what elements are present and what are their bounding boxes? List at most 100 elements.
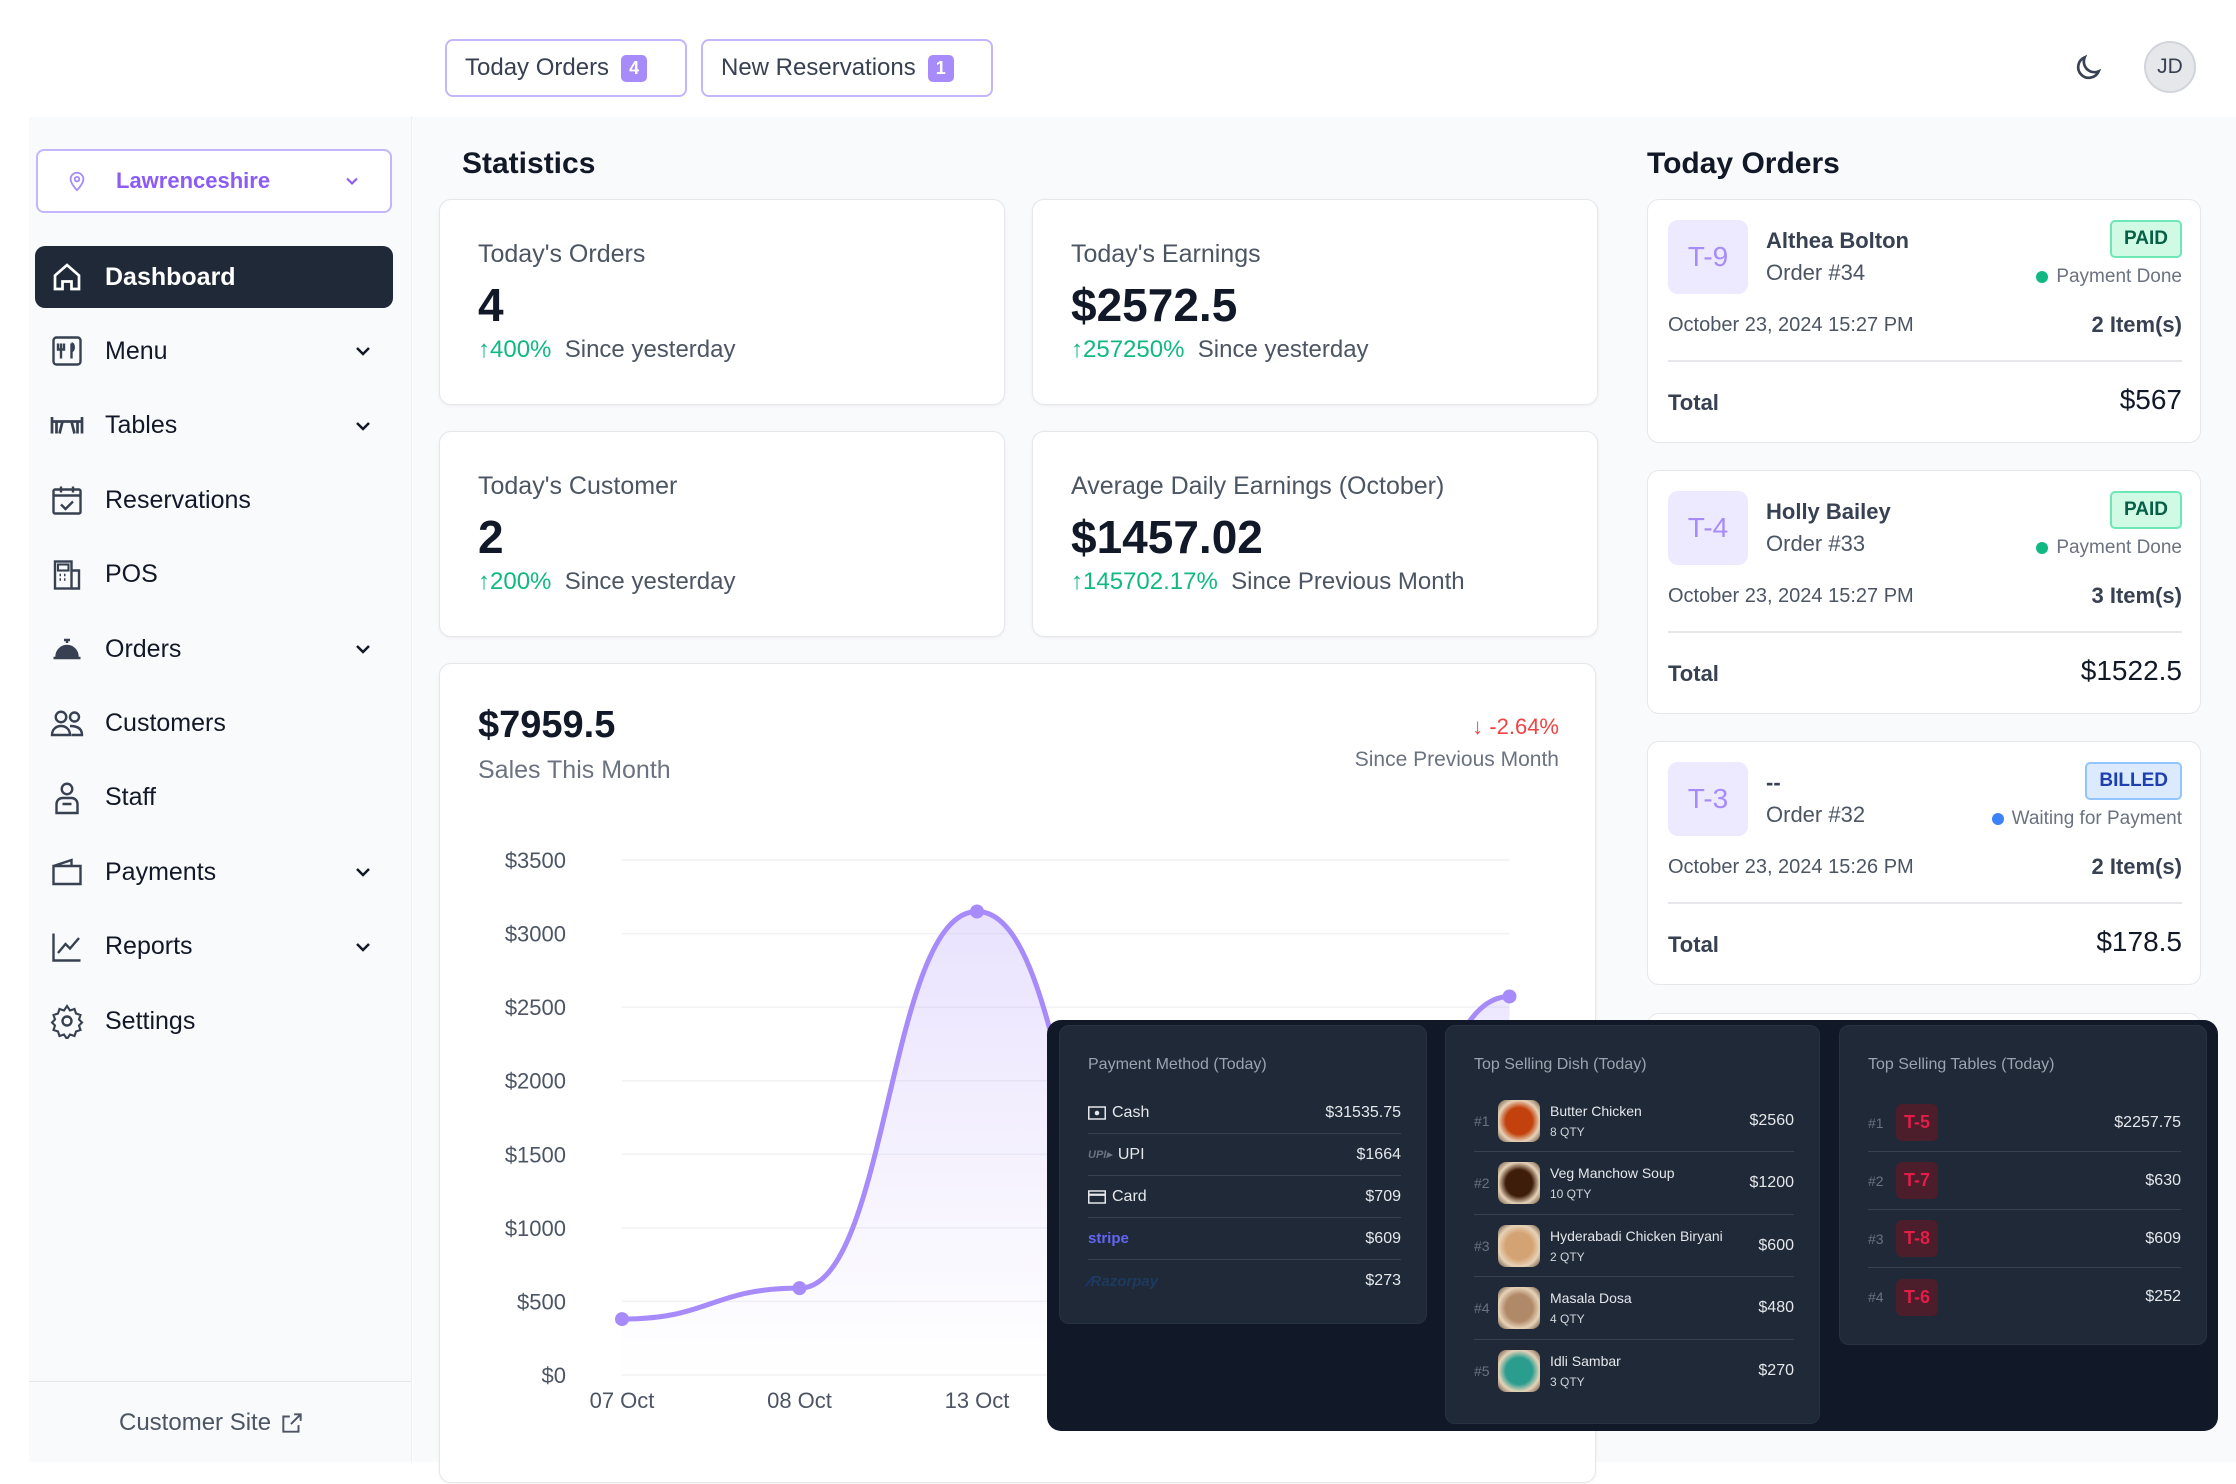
table-rank: #3 xyxy=(1868,1230,1884,1247)
payment-status: Payment Done xyxy=(2036,537,2182,559)
payment-amount: $273 xyxy=(1365,1272,1401,1289)
stat-value: $1457.02 xyxy=(1071,511,1263,563)
stat-value: 4 xyxy=(478,279,504,331)
table-amount: $630 xyxy=(2145,1171,2181,1189)
dish-rank: #2 xyxy=(1474,1175,1490,1191)
payment-method-row: stripe $609 xyxy=(1088,1218,1401,1260)
stat-since: Since yesterday xyxy=(564,568,736,595)
sidebar-item-dashboard[interactable]: Dashboard xyxy=(35,246,393,308)
payment-amount: $31535.75 xyxy=(1325,1103,1401,1121)
sidebar-item-settings[interactable]: Settings xyxy=(35,990,393,1052)
external-link-icon xyxy=(282,1413,302,1433)
calendar-check-icon xyxy=(52,486,82,515)
new-reservations-button[interactable]: New Reservations 1 xyxy=(701,39,993,97)
status-dot-icon xyxy=(1991,813,2004,825)
dish-amount: $480 xyxy=(1758,1299,1794,1316)
table-amount: $609 xyxy=(2145,1229,2181,1247)
table-row: #2 T-7 $630 xyxy=(1868,1152,2181,1210)
dish-image xyxy=(1498,1162,1540,1204)
new-reservations-count: 1 xyxy=(927,54,954,82)
payment-method-row: ⁄Razorpay $273 xyxy=(1088,1260,1401,1302)
status-badge: PAID xyxy=(2110,220,2182,258)
location-select[interactable]: Lawrenceshire xyxy=(36,149,392,213)
stat-value: $2572.5 xyxy=(1071,279,1238,331)
sidebar-item-orders[interactable]: Orders xyxy=(35,618,393,680)
chevron-down-icon xyxy=(356,421,370,431)
stat-since: Since Previous Month xyxy=(1231,568,1465,595)
chevron-down-icon xyxy=(356,347,370,357)
chevron-down-icon xyxy=(356,942,370,952)
y-tick-label: $1500 xyxy=(505,1142,566,1167)
new-reservations-label: New Reservations xyxy=(721,54,916,81)
item-count: 2 Item(s) xyxy=(2091,312,2182,337)
order-number: Order #33 xyxy=(1766,531,1866,556)
payment-method-label: UPI xyxy=(1117,1145,1145,1163)
dish-row: #1 Butter Chicken 8 QTY $2560 xyxy=(1474,1090,1794,1152)
sales-value: $7959.5 xyxy=(478,704,616,746)
sidebar-item-label: Settings xyxy=(105,1006,196,1035)
order-date: October 23, 2024 15:26 PM xyxy=(1668,856,1914,878)
sidebar-item-payments[interactable]: Payments xyxy=(35,841,393,903)
table-row: #4 T-6 $252 xyxy=(1868,1268,2181,1326)
payment-method-label: Cash xyxy=(1112,1103,1150,1121)
status-dot-icon xyxy=(2036,271,2049,283)
sidebar-item-label: Reservations xyxy=(105,485,251,514)
dish-row: #2 Veg Manchow Soup 10 QTY $1200 xyxy=(1474,1153,1794,1215)
y-tick-label: $3500 xyxy=(505,848,566,873)
table-rank: #4 xyxy=(1868,1289,1884,1305)
total-value: $1522.5 xyxy=(2080,655,2182,686)
summary-popup: Payment Method (Today) Cash $31535.75 UPI▸… xyxy=(1047,1020,2218,1431)
order-card[interactable]: T-3 -- Order #32 BILLED Waiting for Payment O… xyxy=(1647,741,2201,985)
dish-name: Butter Chicken xyxy=(1550,1102,1642,1119)
x-tick-label: 07 Oct xyxy=(590,1388,655,1413)
y-tick-label: $2500 xyxy=(505,995,566,1020)
stat-change-value: 200% xyxy=(490,568,552,595)
dish-row: #5 Idli Sambar 3 QTY $270 xyxy=(1474,1340,1794,1402)
table-amount: $2257.75 xyxy=(2114,1113,2181,1131)
customer-site-link[interactable]: Customer Site xyxy=(119,1409,305,1437)
divider xyxy=(1668,360,2182,362)
stat-change-value: 400% xyxy=(490,336,552,363)
dish-name: Idli Sambar xyxy=(1550,1353,1621,1369)
order-card[interactable]: T-9 Althea Bolton Order #34 PAID Payment Don… xyxy=(1647,199,2201,443)
table-rank: #1 xyxy=(1868,1114,1884,1131)
sidebar-item-customers[interactable]: Customers xyxy=(35,692,393,754)
table-amount: $252 xyxy=(2145,1288,2181,1305)
x-tick-label: 13 Oct xyxy=(945,1388,1010,1413)
sidebar-item-pos[interactable]: POS xyxy=(35,544,393,606)
total-label: Total xyxy=(1668,390,1719,415)
payment-method-row: UPI▸ UPI $1664 xyxy=(1088,1134,1401,1176)
sidebar-item-tables[interactable]: Tables xyxy=(35,395,393,457)
stat-card: Today's Orders 4 ↑400% Since yesterday xyxy=(439,199,1005,405)
sidebar-item-reservations[interactable]: Reservations xyxy=(35,469,393,531)
stat-since: Since yesterday xyxy=(564,336,736,363)
total-label: Total xyxy=(1668,661,1719,686)
order-card[interactable]: T-4 Holly Bailey Order #33 PAID Payment Done… xyxy=(1647,470,2201,714)
moon-icon[interactable] xyxy=(2072,52,2104,84)
data-point xyxy=(970,904,984,919)
sidebar-item-reports[interactable]: Reports xyxy=(35,916,393,978)
top-tables-title: Top Selling Tables (Today) xyxy=(1868,1056,2055,1073)
sidebar-item-staff[interactable]: Staff xyxy=(35,767,393,829)
divider xyxy=(1668,902,2182,904)
item-count: 3 Item(s) xyxy=(2091,583,2182,608)
sidebar-item-menu[interactable]: Menu xyxy=(35,320,393,382)
payment-status-text: Waiting for Payment xyxy=(2011,808,2182,829)
y-tick-label: $3000 xyxy=(505,922,566,947)
today-orders-button[interactable]: Today Orders 4 xyxy=(445,39,687,97)
sidebar-item-label: Reports xyxy=(105,932,193,961)
upi-logo: UPI▸ xyxy=(1088,1149,1112,1161)
dish-qty: 4 QTY xyxy=(1550,1312,1585,1326)
stat-card: Today's Customer 2 ↑200% Since yesterday xyxy=(439,431,1005,637)
dish-qty: 8 QTY xyxy=(1550,1124,1585,1139)
total-value: $567 xyxy=(2119,384,2182,415)
sales-since: Since Previous Month xyxy=(1354,748,1559,771)
y-tick-label: $0 xyxy=(542,1363,566,1388)
payment-method-panel: Payment Method (Today) Cash $31535.75 UPI▸… xyxy=(1059,1025,1427,1324)
data-point xyxy=(615,1312,629,1327)
dish-image xyxy=(1498,1099,1540,1142)
gear-icon xyxy=(50,1004,84,1039)
avatar[interactable]: JD xyxy=(2144,41,2196,93)
table-rank: #2 xyxy=(1868,1172,1884,1189)
top-tables-panel: Top Selling Tables (Today) #1 T-5 $2257.75… xyxy=(1839,1025,2207,1345)
